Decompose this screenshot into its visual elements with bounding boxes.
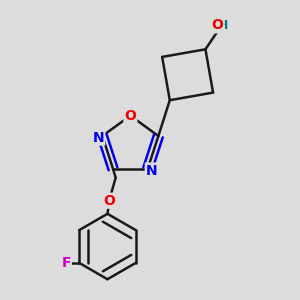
Text: O: O: [124, 109, 136, 123]
Text: O: O: [212, 18, 224, 32]
Text: F: F: [61, 256, 71, 270]
Text: O: O: [103, 194, 115, 208]
Text: H: H: [218, 19, 228, 32]
Text: N: N: [146, 164, 158, 178]
Text: N: N: [93, 130, 104, 145]
